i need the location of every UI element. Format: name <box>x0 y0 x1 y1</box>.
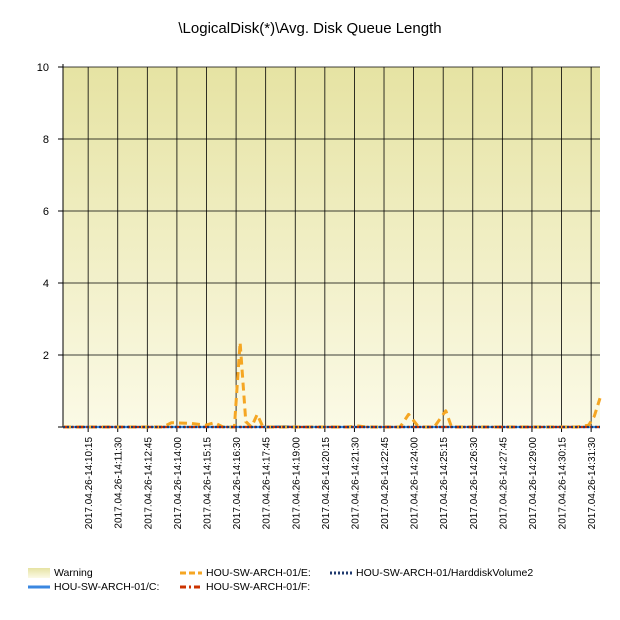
x-tick-label: 2017.04.26-14:17:45 <box>262 437 273 530</box>
y-tick-label: 10 <box>37 62 49 74</box>
x-tick-label: 2017.04.26-14:30:15 <box>558 437 569 530</box>
legend-label: HOU-SW-ARCH-01/C: <box>54 581 160 593</box>
legend-item: HOU-SW-ARCH-01/HarddiskVolume2 <box>330 567 533 579</box>
y-tick-label: 2 <box>43 350 49 362</box>
x-tick-label: 2017.04.26-14:11:30 <box>114 437 125 529</box>
x-tick-label: 2017.04.26-14:10:15 <box>84 437 95 530</box>
x-tick-label: 2017.04.26-14:31:30 <box>587 437 598 530</box>
x-tick-label: 2017.04.26-14:19:00 <box>291 437 302 530</box>
legend-label: Warning <box>54 567 93 579</box>
warning-band <box>63 67 600 427</box>
legend-swatch <box>28 568 50 578</box>
x-tick-label: 2017.04.26-14:21:30 <box>350 437 361 530</box>
x-tick-label: 2017.04.26-14:24:00 <box>410 437 421 530</box>
x-tick-label: 2017.04.26-14:25:15 <box>439 437 450 530</box>
y-tick-label: 4 <box>43 278 49 290</box>
x-tick-label: 2017.04.26-14:29:00 <box>528 437 539 530</box>
x-tick-label: 2017.04.26-14:26:30 <box>469 437 480 530</box>
x-tick-label: 2017.04.26-14:20:15 <box>321 437 332 530</box>
legend-item: HOU-SW-ARCH-01/C: <box>28 581 159 593</box>
y-tick-label: 8 <box>43 134 49 146</box>
legend-swatch <box>330 568 352 578</box>
y-tick-label: 6 <box>43 206 49 218</box>
legend-label: HOU-SW-ARCH-01/HarddiskVolume2 <box>356 567 534 579</box>
x-tick-label: 2017.04.26-14:27:45 <box>498 437 509 530</box>
legend-label: HOU-SW-ARCH-01/E: <box>206 567 311 579</box>
legend-swatch <box>28 582 50 592</box>
x-tick-label: 2017.04.26-14:12:45 <box>143 437 154 530</box>
legend-label: HOU-SW-ARCH-01/F: <box>206 581 311 593</box>
chart-title: \LogicalDisk(*)\Avg. Disk Queue Length <box>178 20 442 37</box>
legend-swatch <box>180 568 202 578</box>
x-tick-label: 2017.04.26-14:22:45 <box>380 437 391 530</box>
legend-swatch <box>180 582 202 592</box>
legend-item: HOU-SW-ARCH-01/E: <box>180 567 311 579</box>
legend-item: Warning <box>28 567 93 579</box>
x-tick-label: 2017.04.26-14:15:15 <box>202 437 213 530</box>
x-tick-label: 2017.04.26-14:16:30 <box>232 437 243 530</box>
legend-item: HOU-SW-ARCH-01/F: <box>180 581 310 593</box>
x-tick-label: 2017.04.26-14:14:00 <box>173 437 184 530</box>
